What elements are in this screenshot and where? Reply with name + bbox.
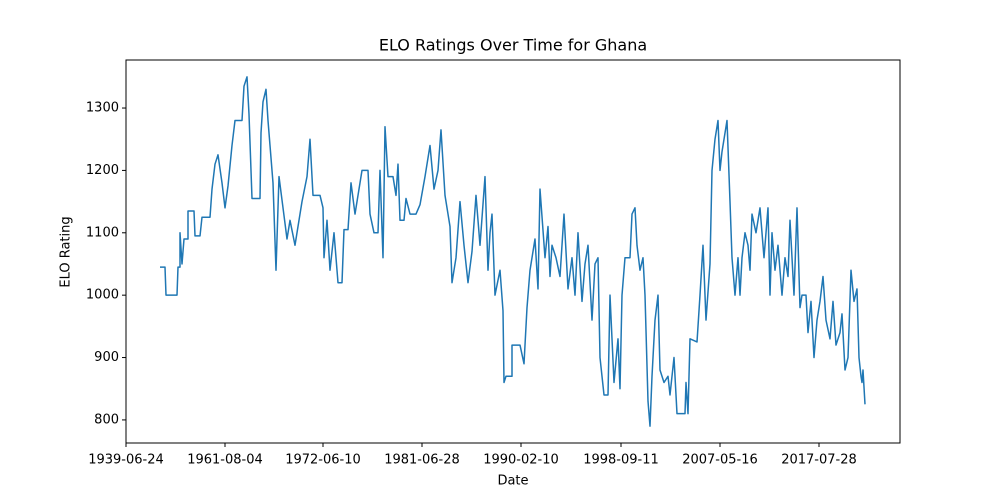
- y-tick-label: 1100: [86, 225, 119, 240]
- x-tick-label: 1961-08-04: [187, 453, 263, 468]
- y-tick-label: 1200: [86, 163, 119, 178]
- plot-frame: [125, 59, 901, 444]
- chart-title: ELO Ratings Over Time for Ghana: [379, 36, 647, 55]
- x-tick-label: 1981-06-28: [384, 453, 460, 468]
- x-tick-label: 1990-02-10: [483, 453, 559, 468]
- x-tick-label: 2017-07-28: [781, 453, 857, 468]
- y-axis-label: ELO Rating: [59, 216, 74, 287]
- y-tick-label: 900: [94, 350, 119, 365]
- x-tick-label: 1998-09-11: [583, 453, 659, 468]
- x-tick-label: 1972-06-10: [285, 453, 361, 468]
- y-tick-label: 1000: [86, 288, 119, 303]
- x-axis-label: Date: [497, 474, 528, 489]
- x-tick-label: 2007-05-16: [682, 453, 758, 468]
- y-tick-label: 1300: [86, 101, 119, 116]
- x-tick-label: 1939-06-24: [88, 453, 164, 468]
- y-tick-label: 800: [94, 412, 119, 427]
- data-line: [160, 76, 866, 427]
